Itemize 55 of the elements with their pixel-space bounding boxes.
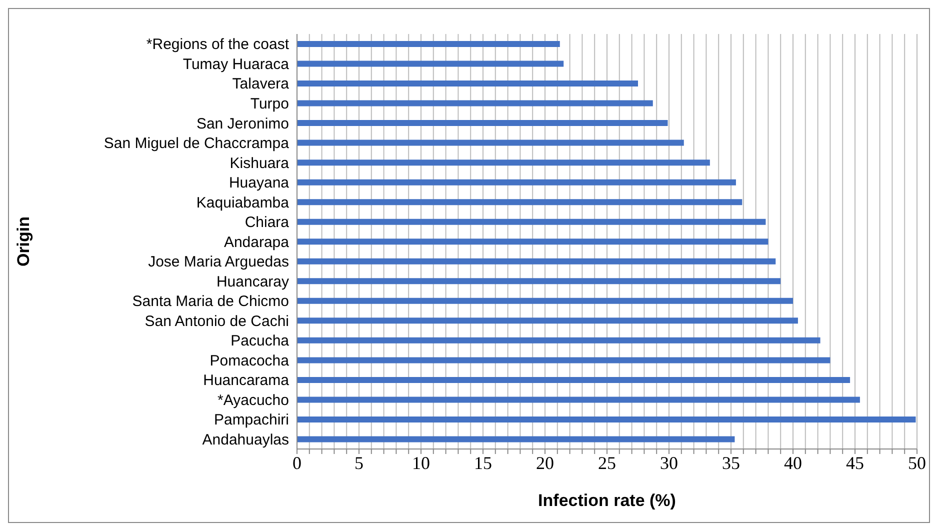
x-tick-label: 45 (846, 452, 864, 473)
bar (297, 80, 638, 87)
bar (297, 100, 653, 106)
y-tick-label: Andarapa (224, 234, 290, 251)
bar (297, 416, 916, 422)
bar (297, 278, 781, 284)
x-axis-title: Infection rate (%) (538, 491, 676, 510)
y-tick-label: San Miguel de Chaccrampa (104, 135, 290, 152)
y-tick-label: *Regions of the coast (146, 36, 290, 54)
y-tick-label: Kishuara (230, 154, 290, 172)
bar (297, 376, 850, 383)
x-tick-label: 20 (536, 452, 554, 473)
bar (297, 396, 860, 403)
y-tick-label: Pampachiri (214, 412, 289, 429)
bar (297, 357, 830, 364)
bar (297, 199, 742, 206)
bar (297, 179, 736, 186)
y-tick-label: Huancaray (216, 273, 290, 290)
x-tick-label: 35 (722, 452, 740, 473)
bar (297, 436, 735, 442)
x-tick-label: 15 (474, 452, 492, 473)
bar (297, 318, 798, 324)
bar (297, 120, 668, 126)
y-tick-label: Pomacocha (210, 352, 290, 370)
y-tick-label: Kaquiabamba (196, 194, 290, 212)
bar (297, 60, 564, 67)
x-tick-label: 10 (412, 452, 430, 473)
x-tick-label: 30 (660, 452, 678, 473)
y-tick-label: *Ayacucho (218, 392, 289, 409)
y-tick-label: Pacucha (230, 332, 290, 350)
x-tick-label: 5 (354, 452, 364, 473)
bar (297, 218, 766, 225)
bar (297, 298, 793, 304)
bar (297, 258, 776, 264)
x-tick-label: 25 (598, 452, 616, 473)
x-tick-label: 0 (292, 452, 302, 473)
y-tick-label: Huancarama (203, 372, 290, 390)
y-tick-label: San Antonio de Cachi (144, 312, 289, 330)
bar (297, 238, 768, 245)
y-tick-label: San Jeronimo (196, 115, 289, 132)
bar (297, 140, 684, 146)
y-tick-label: Chiara (244, 214, 290, 232)
bar (297, 41, 560, 47)
x-tick-label: 40 (784, 452, 802, 473)
bar (297, 160, 710, 166)
bar (297, 337, 820, 344)
y-tick-label: Santa Maria de Chicmo (132, 293, 289, 310)
y-axis-title: Origin (14, 216, 34, 267)
y-tick-label: Talavera (232, 76, 290, 93)
y-tick-label: Turpo (250, 95, 289, 112)
y-tick-label: Andahuaylas (202, 431, 289, 448)
x-tick-label: 50 (908, 452, 926, 473)
y-tick-label: Huayana (228, 174, 290, 192)
y-tick-label: Tumay Huaraca (182, 56, 290, 73)
y-tick-label: Jose Maria Arguedas (148, 254, 289, 271)
